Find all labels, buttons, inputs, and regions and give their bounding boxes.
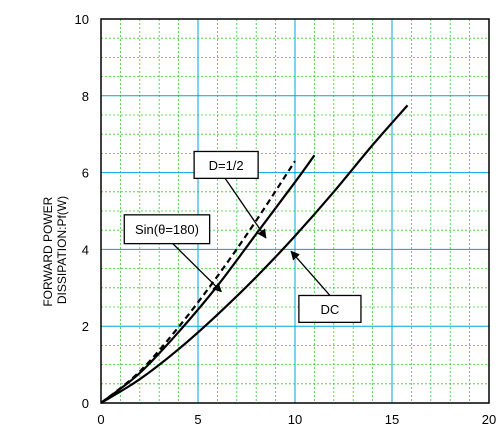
y-tick-label: 0 xyxy=(82,396,89,411)
ann-sin-arrow xyxy=(172,243,222,293)
x-tick-label: 15 xyxy=(385,412,399,427)
series-line-sin xyxy=(100,160,296,404)
y-tick-label: 6 xyxy=(82,166,89,181)
x-tick-label: 5 xyxy=(194,412,201,427)
ann-dc-label: DC xyxy=(321,302,340,317)
series-line-dc xyxy=(100,104,409,404)
series-line-d-half xyxy=(100,154,316,404)
x-tick-label: 20 xyxy=(482,412,496,427)
grid xyxy=(101,19,489,403)
y-axis-label-line-1: FORWARD POWER xyxy=(41,196,55,306)
x-tick-label: 10 xyxy=(288,412,302,427)
y-tick-label: 10 xyxy=(75,12,89,27)
x-tick-label: 0 xyxy=(97,412,104,427)
y-tick-label: 2 xyxy=(82,319,89,334)
y-tick-label: 4 xyxy=(82,242,89,257)
y-tick-label: 8 xyxy=(82,89,89,104)
plot-frame xyxy=(100,18,490,404)
ann-d-half-arrow xyxy=(224,177,267,239)
ann-sin-box xyxy=(123,214,211,245)
ann-d-half-label: D=1/2 xyxy=(209,158,244,173)
ann-dc-box xyxy=(298,294,362,324)
series-lines xyxy=(100,104,409,404)
y-axis-ticks: 0 2 4 6 8 10 xyxy=(75,12,89,411)
annotations: D=1/2 Sin(θ=180) DC xyxy=(123,150,362,324)
ann-sin-label: Sin(θ=180) xyxy=(135,222,199,237)
ann-d-half-box xyxy=(193,150,259,180)
y-axis-label-line-2: DISSIPATION:Pf(W) xyxy=(55,196,69,304)
ann-dc-arrow xyxy=(290,250,331,296)
y-axis-label: FORWARD POWER DISSIPATION:Pf(W) xyxy=(41,193,69,306)
x-axis-ticks: 0 5 10 15 20 xyxy=(97,412,496,427)
